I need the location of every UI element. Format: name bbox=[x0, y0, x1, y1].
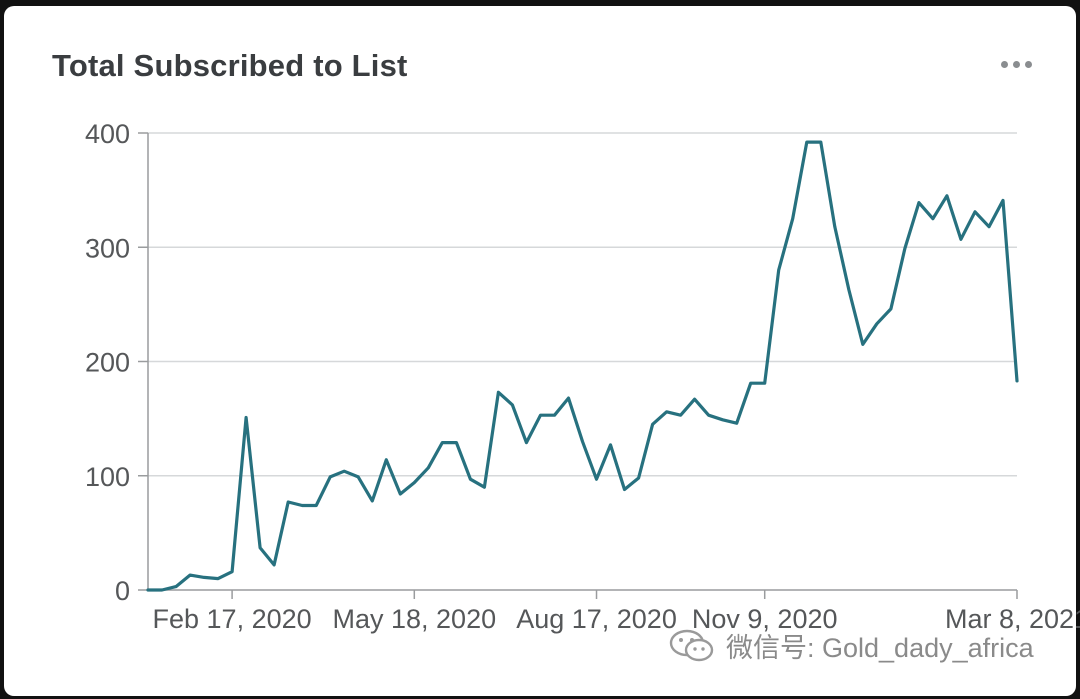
y-tick-label: 200 bbox=[85, 348, 130, 378]
x-tick-label: Aug 17, 2020 bbox=[516, 604, 677, 634]
y-tick-label: 0 bbox=[115, 576, 130, 606]
chart-title: Total Subscribed to List bbox=[52, 48, 408, 83]
menu-dot bbox=[1025, 60, 1032, 68]
watermark: 微信号: Gold_dady_africa bbox=[668, 626, 1034, 665]
x-tick-label: Nov 9, 2020 bbox=[692, 604, 838, 634]
y-tick-label: 400 bbox=[85, 119, 130, 149]
y-tick-label: 100 bbox=[85, 462, 130, 492]
series-line bbox=[146, 140, 1019, 592]
wechat-icon bbox=[669, 629, 714, 661]
x-tick-label: Feb 17, 2020 bbox=[153, 604, 312, 634]
more-options-icon[interactable] bbox=[1001, 54, 1032, 74]
menu-dot bbox=[1013, 60, 1020, 68]
menu-dot bbox=[1001, 60, 1008, 68]
y-tick-label: 300 bbox=[85, 233, 130, 263]
watermark-text: 微信号: Gold_dady_africa bbox=[726, 633, 1034, 663]
x-tick-label: Mar 8, 2021 bbox=[945, 604, 1080, 634]
x-tick-label: May 18, 2020 bbox=[333, 604, 497, 634]
